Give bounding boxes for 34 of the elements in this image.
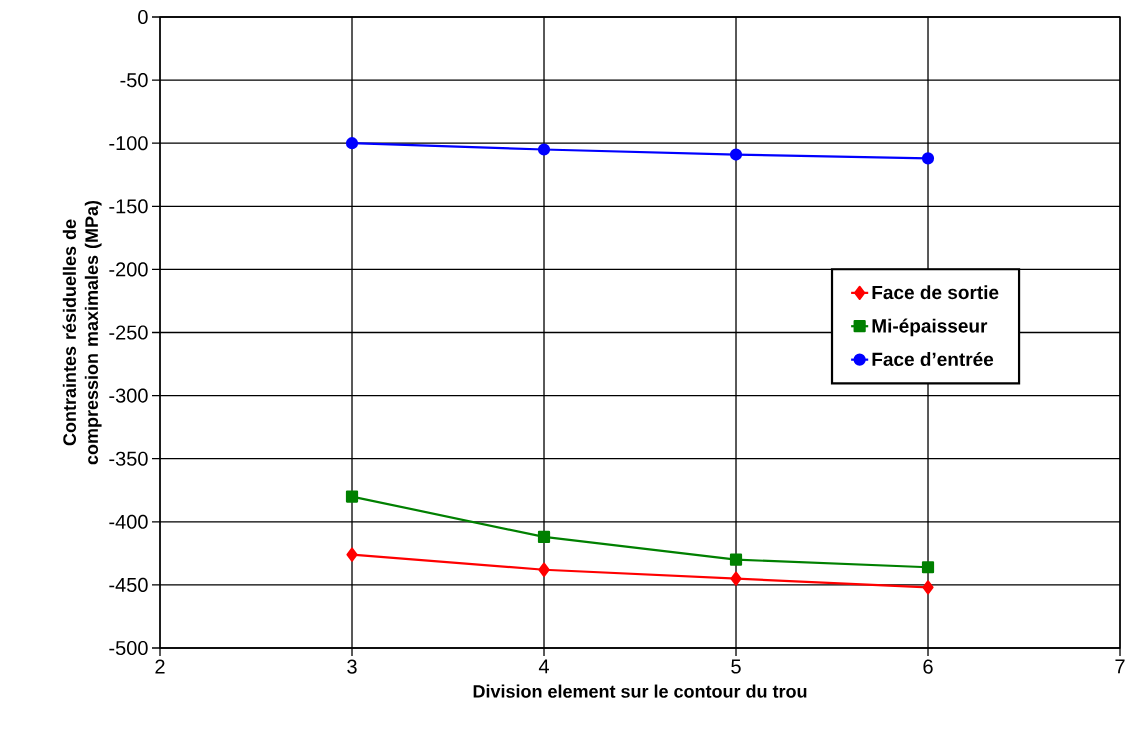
- legend-label: Face de sortie: [872, 285, 999, 300]
- y-tick-label: -350: [109, 451, 148, 466]
- x-tick-label: 6: [923, 659, 933, 674]
- point: [538, 562, 550, 577]
- x-tick-label: 5: [731, 659, 741, 674]
- legend-label: Mi-épaisseur: [872, 318, 988, 337]
- x-tick-label: 4: [538, 659, 549, 674]
- y-tick-label: -200: [109, 262, 148, 277]
- y-tick-label: -100: [109, 136, 148, 151]
- point: [537, 143, 551, 156]
- point: [346, 547, 358, 562]
- y-tick-label: -150: [109, 199, 148, 214]
- x-tick-label: 7: [1115, 659, 1125, 674]
- point: [537, 530, 551, 544]
- y-tick-label: -400: [109, 514, 148, 529]
- point: [921, 152, 935, 165]
- point: [729, 148, 743, 161]
- x-tick-label: 2: [155, 659, 165, 674]
- y-tick-label: -300: [109, 388, 148, 403]
- point: [729, 553, 743, 566]
- y-axis-title: Contraintes résiduelles de compression maximales (MPa): [62, 200, 102, 465]
- legend-label: Face d’entrée: [872, 351, 994, 367]
- point: [730, 571, 742, 586]
- y-tick-label: -450: [109, 577, 148, 592]
- point: [921, 561, 935, 574]
- point: [922, 580, 934, 595]
- point: [345, 490, 359, 503]
- y-tick-label: -50: [120, 73, 148, 88]
- point: [345, 137, 359, 150]
- x-tick-label: 3: [347, 659, 357, 674]
- x-axis-title: Division element sur le contour du trou: [473, 684, 807, 698]
- y-tick-label: -250: [109, 325, 148, 340]
- y-tick-label: -500: [109, 640, 148, 656]
- y-tick-label: 0: [138, 9, 148, 25]
